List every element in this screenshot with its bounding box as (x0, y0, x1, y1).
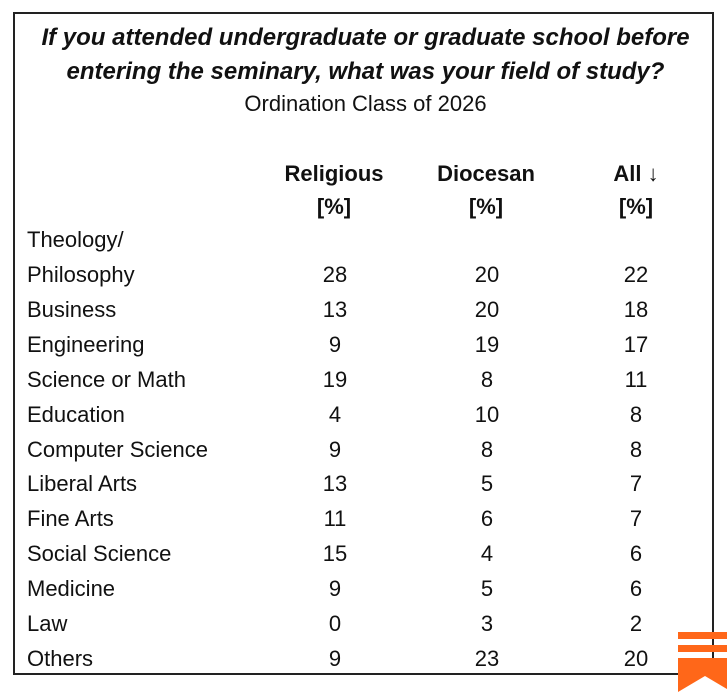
column-header-diocesan-name: Diocesan (437, 161, 535, 186)
table-cell: 20 (623, 645, 649, 671)
table-cell: 6 (629, 576, 643, 602)
table-cell: 8 (629, 401, 643, 427)
table-cell: 4 (480, 541, 494, 567)
chart-title: If you attended undergraduate or graduat… (41, 24, 690, 85)
row-label: Science or Math (27, 366, 186, 392)
table-cell: 6 (629, 541, 643, 567)
table-cell: 22 (623, 262, 649, 287)
table-cell: 8 (629, 436, 643, 462)
table-cell: 28 (322, 262, 348, 287)
row-label: Liberal Arts (27, 471, 138, 497)
row-label: Engineering (27, 331, 145, 357)
table-cell: 9 (328, 576, 342, 602)
table-cell: 9 (328, 436, 342, 462)
column-header-diocesan: Diocesan [%] (411, 157, 561, 223)
column-header-all-name: All ↓ (613, 161, 659, 186)
table-cell: 7 (629, 506, 643, 532)
table-cell: 23 (474, 645, 500, 671)
chart-subtitle: Ordination Class of 2026 (244, 91, 487, 116)
table-cell: 11 (624, 366, 648, 392)
table-cell: 11 (323, 506, 347, 532)
column-header-diocesan-unit: [%] (468, 194, 504, 219)
table-cell: 6 (480, 506, 494, 532)
table-cell: 15 (322, 541, 348, 567)
table-cell: 7 (629, 471, 643, 497)
row-label: Theology/ (27, 227, 124, 253)
table-cell: 18 (623, 296, 649, 322)
table-cell: 20 (474, 296, 500, 322)
table-cell: 3 (480, 611, 494, 636)
table-cell: 5 (480, 576, 494, 602)
column-header-religious-unit: [%] (316, 194, 352, 219)
table-cell: 10 (474, 401, 500, 427)
column-header-religious: Religious [%] (259, 157, 409, 223)
table-cell: 19 (322, 366, 348, 392)
row-label: Fine Arts (27, 506, 114, 532)
substack-bookmark-icon (678, 632, 727, 692)
table-cell: 9 (328, 331, 342, 357)
table-cell: 0 (328, 611, 342, 636)
column-header-religious-name: Religious (284, 161, 384, 186)
table-cell: 4 (328, 401, 342, 427)
row-label: Others (27, 645, 94, 671)
table-cell: 13 (322, 296, 348, 322)
table-cell: 8 (480, 436, 494, 462)
table-cell: 19 (474, 331, 500, 357)
table-cell: 20 (474, 262, 500, 287)
column-header-all-unit: [%] (618, 194, 654, 219)
table-cell: 8 (480, 366, 494, 392)
table-cell: 5 (480, 471, 494, 497)
table-cell: 13 (322, 471, 348, 497)
row-label: Medicine (27, 576, 116, 602)
row-label: Social Science (27, 541, 172, 567)
table-cell: 2 (629, 611, 643, 636)
row-label: Education (27, 401, 125, 427)
row-label: Law (27, 611, 68, 636)
row-label: Business (27, 296, 117, 322)
column-header-all: All ↓ [%] (561, 157, 711, 223)
table-cell: 9 (328, 645, 342, 671)
table-cell: 17 (623, 331, 649, 357)
chart-frame: If you attended undergraduate or graduat… (13, 12, 727, 692)
row-label: Computer Science (27, 436, 208, 462)
row-label: Philosophy (27, 262, 135, 287)
